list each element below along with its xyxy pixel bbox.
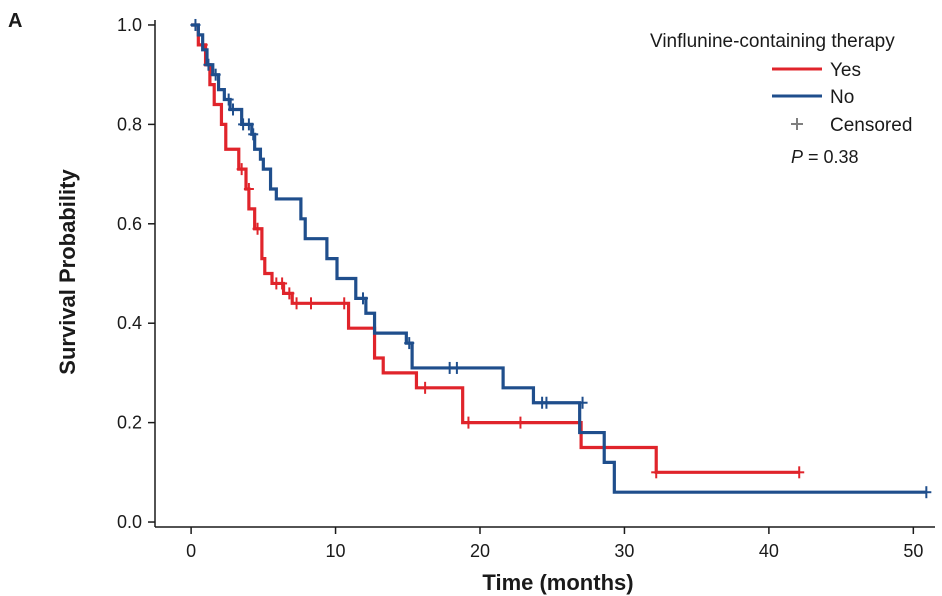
censor-mark bbox=[284, 287, 295, 300]
series-layer bbox=[190, 18, 932, 499]
censor-mark bbox=[210, 68, 221, 81]
censor-mark bbox=[463, 416, 474, 429]
y-tick-label: 0.6 bbox=[117, 214, 142, 234]
censor-mark bbox=[203, 58, 214, 71]
censor-mark bbox=[358, 292, 368, 305]
legend: Vinflunine-containing therapy Yes No Cen… bbox=[650, 31, 912, 167]
x-tick-label: 10 bbox=[326, 541, 346, 561]
x-axis-title: Time (months) bbox=[482, 570, 633, 595]
y-tick-label: 1.0 bbox=[117, 15, 142, 35]
survival-curve-yes bbox=[191, 23, 800, 474]
censor-mark bbox=[794, 466, 805, 479]
panel-label: A bbox=[8, 10, 23, 32]
censor-mark bbox=[420, 381, 431, 394]
series-no bbox=[190, 18, 932, 499]
censor-mark bbox=[921, 486, 932, 499]
censor-mark bbox=[541, 396, 552, 409]
x-tick-label: 20 bbox=[470, 541, 490, 561]
censor-mark bbox=[515, 416, 526, 429]
censor-mark bbox=[291, 297, 302, 310]
x-tick-label: 0 bbox=[186, 541, 196, 561]
censor-mark bbox=[243, 118, 254, 131]
legend-title: Vinflunine-containing therapy bbox=[650, 31, 895, 52]
legend-label-censored: Censored bbox=[830, 115, 912, 136]
censor-mark bbox=[190, 18, 201, 31]
censor-mark bbox=[248, 128, 259, 141]
censor-mark bbox=[277, 277, 288, 290]
censor-mark bbox=[306, 297, 316, 310]
legend-label-yes: Yes bbox=[830, 60, 861, 81]
series-yes bbox=[191, 23, 805, 479]
censor-mark bbox=[252, 222, 263, 235]
p-value: P = 0.38 bbox=[791, 147, 859, 167]
censor-mark bbox=[404, 337, 415, 350]
y-tick-label: 0.2 bbox=[117, 413, 142, 433]
y-axis-title: Survival Probability bbox=[55, 169, 80, 375]
censor-mark bbox=[577, 396, 588, 409]
censor-mark bbox=[243, 183, 254, 195]
censor-mark bbox=[236, 163, 247, 176]
x-tick-label: 50 bbox=[903, 541, 923, 561]
censor-mark bbox=[223, 93, 234, 106]
x-tick-label: 30 bbox=[614, 541, 634, 561]
censor-mark bbox=[451, 361, 462, 374]
axes: 0 10 20 30 40 50 0.0 0.2 0.4 0.6 0.8 1.0 bbox=[117, 15, 935, 561]
survival-curve-no bbox=[191, 23, 927, 494]
y-tick-label: 0.0 bbox=[117, 512, 142, 532]
censor-mark bbox=[651, 466, 662, 479]
x-tick-label: 40 bbox=[759, 541, 779, 561]
censor-mark bbox=[339, 297, 350, 310]
y-tick-label: 0.4 bbox=[117, 313, 142, 333]
y-tick-label: 0.8 bbox=[117, 114, 142, 134]
censor-mark bbox=[228, 103, 238, 116]
legend-label-no: No bbox=[830, 87, 854, 108]
legend-censored-marker bbox=[791, 118, 803, 130]
